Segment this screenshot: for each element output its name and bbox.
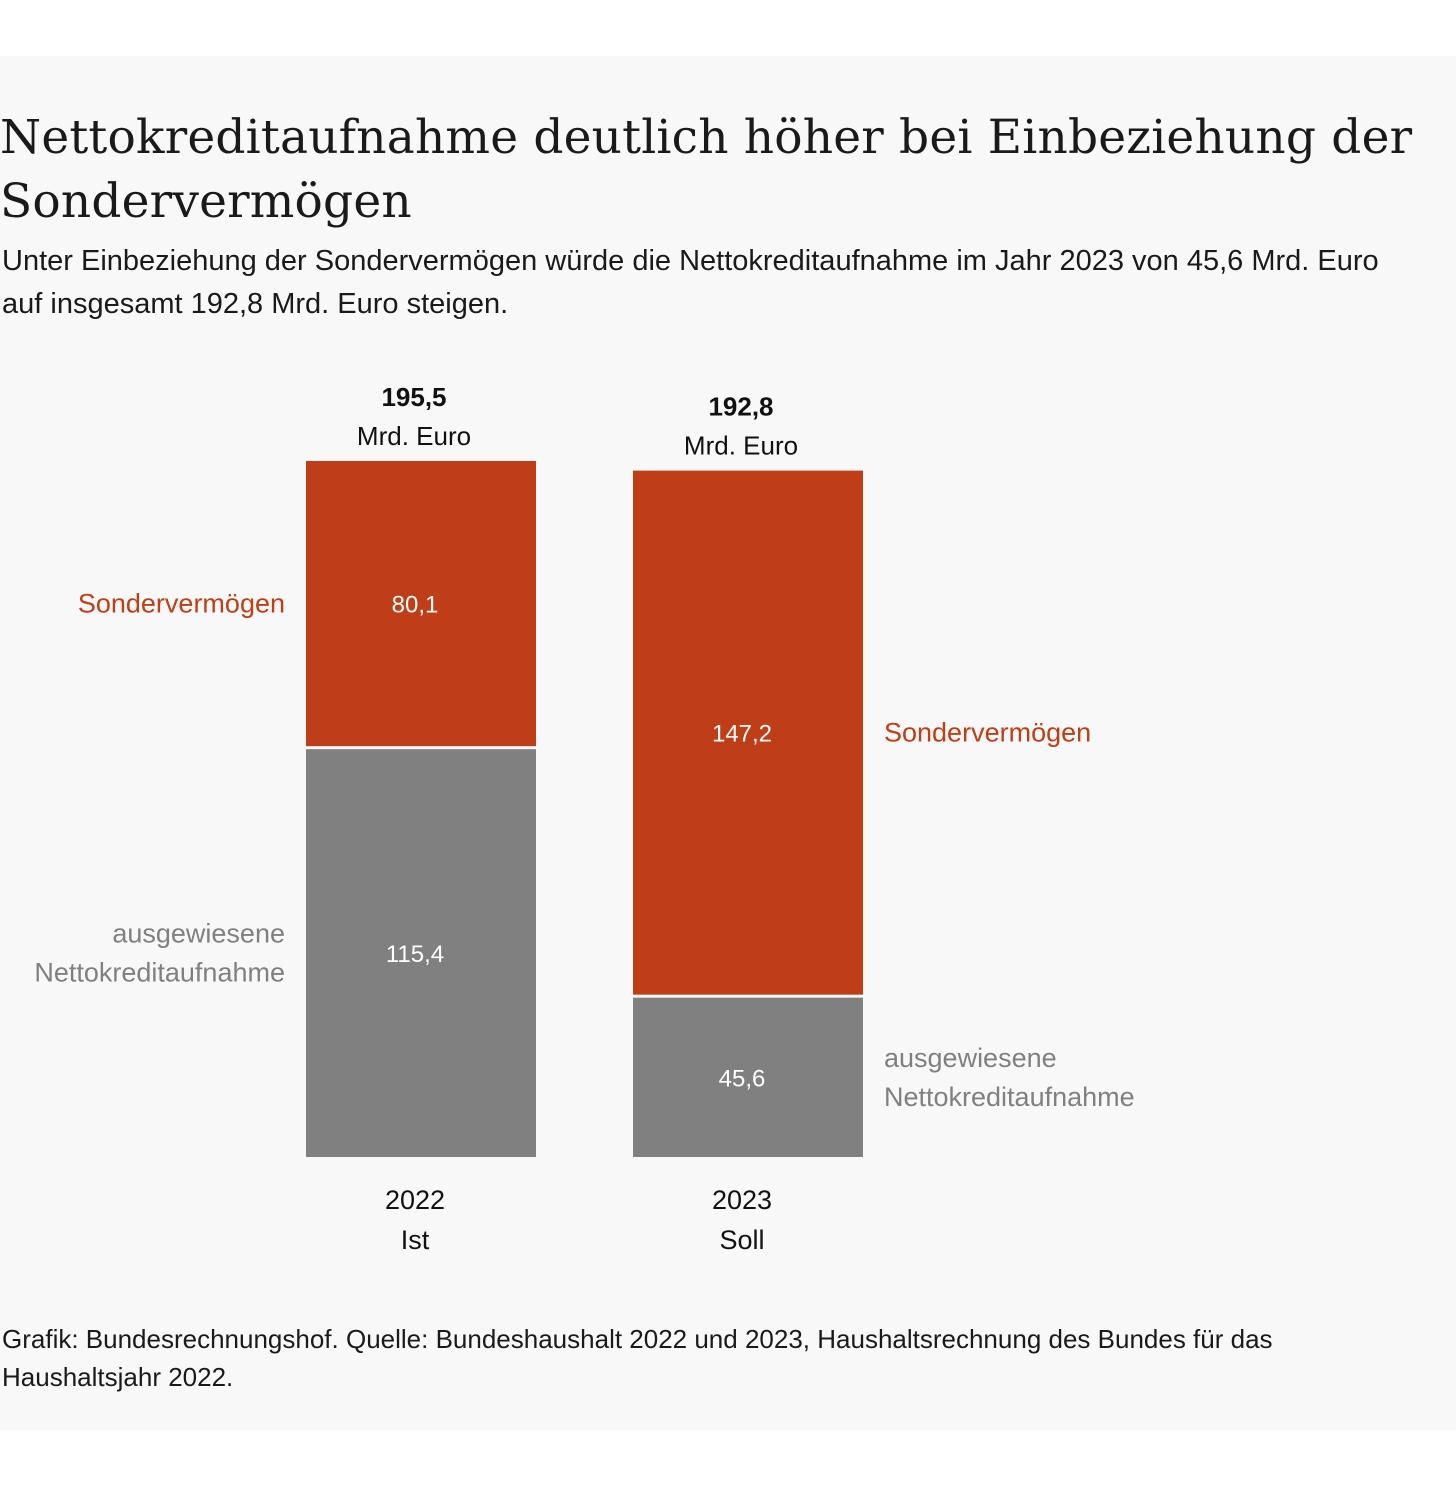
segment-value-label: 147,2 — [712, 721, 772, 748]
labels-layer: 115,4 80,1 195,5 Mrd. Euro 2022 Ist 45,6 147,2 1… — [34, 382, 1134, 1255]
total-value-label: 192,8 — [708, 392, 773, 422]
legend-label-right-nettokreditaufnahme: ausgewiesene — [884, 1043, 1057, 1073]
category-type-label: Soll — [719, 1225, 764, 1255]
segment-value-label: 80,1 — [392, 592, 439, 619]
category-year-label: 2022 — [385, 1185, 445, 1215]
total-value-label: 195,5 — [381, 382, 446, 412]
segment-value-label: 115,4 — [386, 941, 444, 968]
segment-value-label: 45,6 — [719, 1065, 766, 1092]
total-unit-label: Mrd. Euro — [357, 421, 471, 451]
legend-label-left-nettokreditaufnahme: ausgewiesene — [112, 919, 285, 949]
bars-layer — [306, 461, 863, 1157]
legend-label-right-nettokreditaufnahme: Nettokreditaufnahme — [884, 1082, 1135, 1112]
chart-subtitle: Unter Einbeziehung der Sondervermögen wü… — [2, 245, 1379, 320]
bar-segment-2022-sondervermoegen — [306, 461, 536, 747]
legend-label-left-sondervermoegen: Sondervermögen — [78, 589, 285, 619]
total-unit-label: Mrd. Euro — [684, 431, 798, 461]
bar-segment-2023-nettokreditaufnahme — [633, 997, 863, 1157]
bar-segment-2023-sondervermoegen — [633, 470, 863, 995]
legend-label-left-nettokreditaufnahme: Nettokreditaufnahme — [34, 958, 285, 988]
source-note: Grafik: Bundesrechnungshof. Quelle: Bund… — [2, 1324, 1273, 1392]
bar-segment-2022-nettokreditaufnahme — [306, 749, 536, 1157]
chart-title: Nettokreditaufnahme deutlich höher bei E… — [0, 110, 1413, 229]
category-type-label: Ist — [401, 1225, 430, 1255]
legend-label-right-sondervermoegen: Sondervermögen — [884, 718, 1091, 748]
category-year-label: 2023 — [712, 1185, 772, 1215]
